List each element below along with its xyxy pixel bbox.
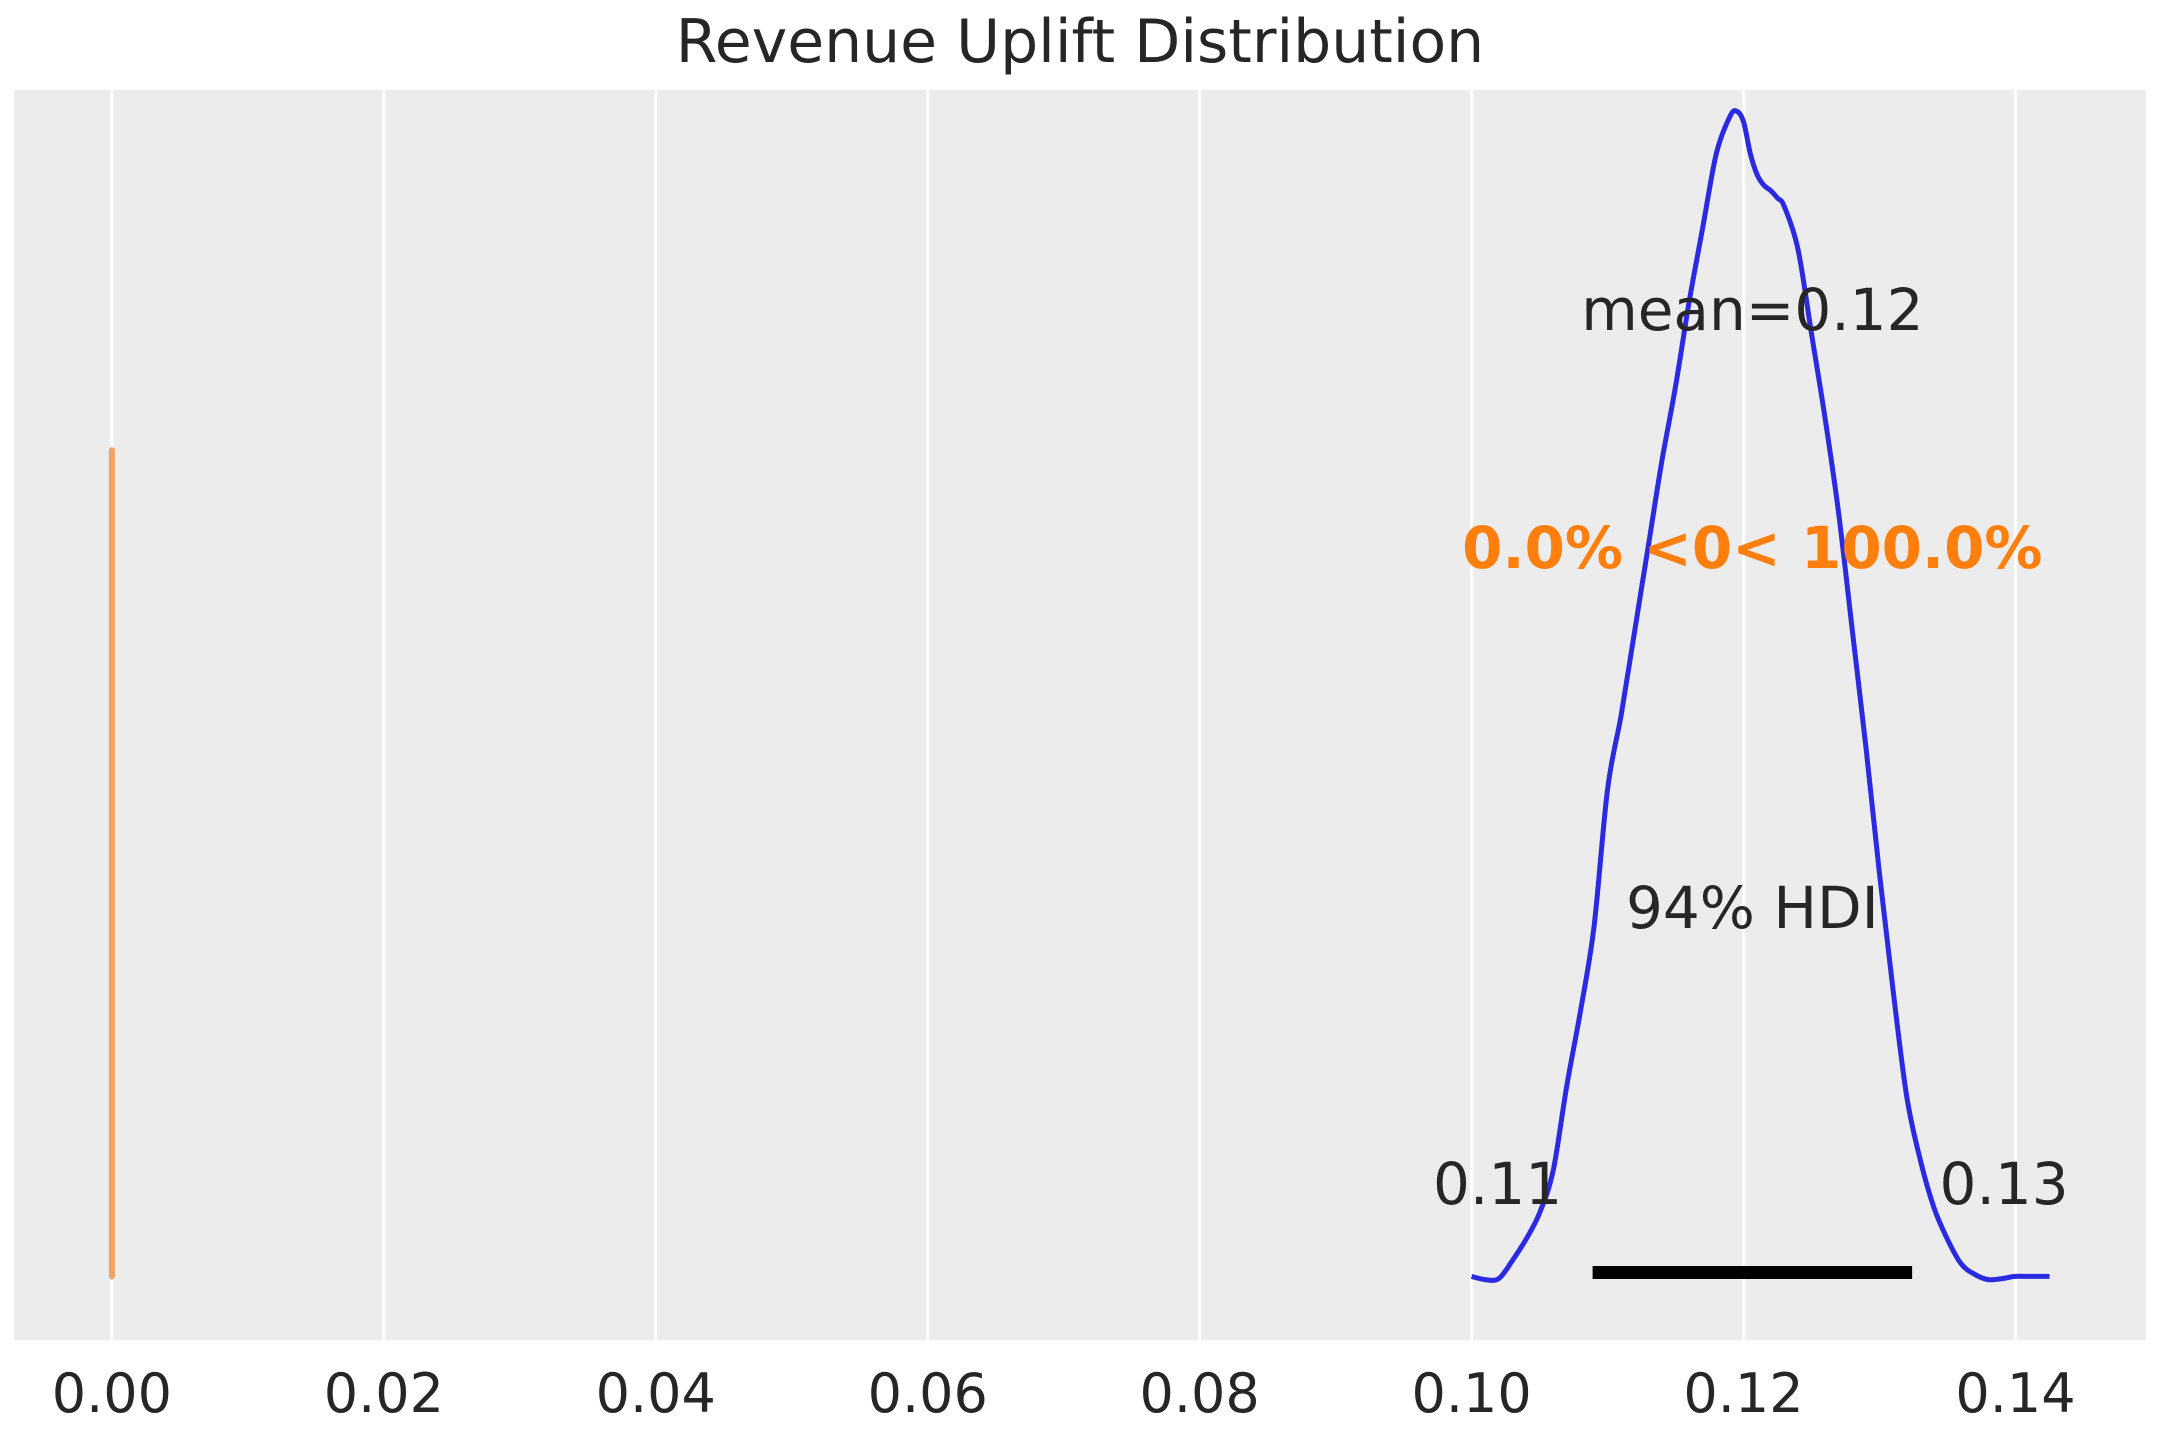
x-tick-label: 0.02: [324, 1362, 444, 1425]
x-tick-label: 0.08: [1140, 1362, 1260, 1425]
plot-area: [14, 90, 2146, 1340]
x-tick-label: 0.14: [1955, 1362, 2075, 1425]
reference-annotation: 0.0% <0< 100.0%: [1462, 514, 2042, 582]
x-tick-label: 0.00: [52, 1362, 172, 1425]
grid-lines: [110, 90, 2017, 1340]
x-tick-label: 0.10: [1411, 1362, 1531, 1425]
hdi-low-label: 0.11: [1433, 1150, 1562, 1218]
chart-title: Revenue Uplift Distribution: [676, 7, 1484, 77]
hdi-label: 94% HDI: [1626, 874, 1879, 942]
mean-annotation: mean=0.12: [1581, 276, 1923, 344]
x-tick-label: 0.12: [1683, 1362, 1803, 1425]
x-axis-tick-labels: 0.00 0.02 0.04 0.06 0.08 0.10 0.12 0.14: [52, 1362, 2076, 1425]
x-tick-label: 0.04: [596, 1362, 716, 1425]
density-curve: [1470, 108, 2050, 1283]
hdi-high-label: 0.13: [1940, 1150, 2069, 1218]
x-tick-label: 0.06: [868, 1362, 988, 1425]
